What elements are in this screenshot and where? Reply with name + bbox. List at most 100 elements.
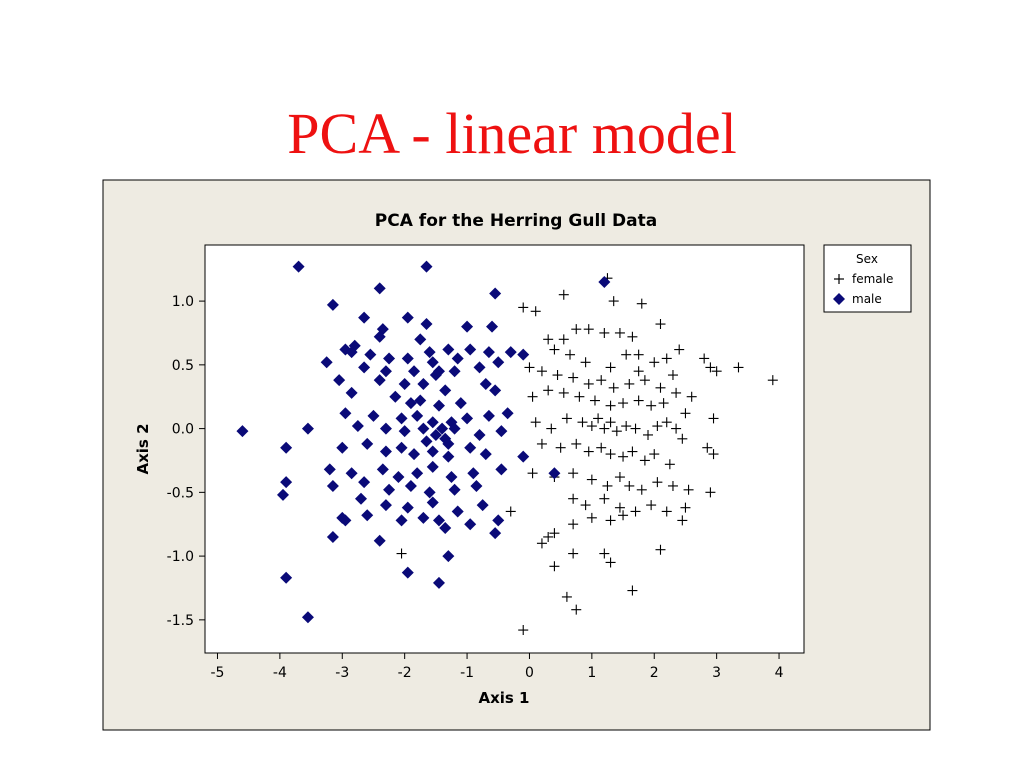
point-male <box>301 611 314 624</box>
point-male <box>358 311 371 324</box>
point-female <box>664 459 675 470</box>
point-female <box>574 391 585 402</box>
point-female <box>586 421 597 432</box>
point-female <box>586 512 597 523</box>
point-male <box>336 511 349 524</box>
point-female <box>568 493 579 504</box>
point-male <box>398 377 411 390</box>
point-female <box>605 417 616 428</box>
point-male <box>379 445 392 458</box>
point-male <box>276 488 289 501</box>
point-female <box>655 544 666 555</box>
point-female <box>527 468 538 479</box>
point-female <box>552 370 563 381</box>
legend-male-marker <box>833 293 845 305</box>
point-male <box>336 441 349 454</box>
y-tick-label: 0.0 <box>172 422 194 438</box>
point-female <box>699 353 710 364</box>
point-male <box>467 467 480 480</box>
point-male <box>358 476 371 489</box>
point-female <box>396 548 407 559</box>
point-male <box>292 260 305 273</box>
point-male <box>395 441 408 454</box>
point-male <box>361 437 374 450</box>
point-male <box>345 467 358 480</box>
point-male <box>373 282 386 295</box>
x-axis: -5 -4 -3 -2 -1 0 1 2 3 4 <box>210 653 784 681</box>
point-female <box>624 378 635 389</box>
point-male <box>439 384 452 397</box>
point-female <box>530 417 541 428</box>
point-male <box>473 428 486 441</box>
point-female <box>580 357 591 368</box>
point-female <box>561 591 572 602</box>
point-female <box>543 334 554 345</box>
point-male <box>598 275 611 288</box>
point-female <box>633 395 644 406</box>
point-female <box>527 391 538 402</box>
point-male <box>426 356 439 369</box>
chart-title: PCA for the Herring Gull Data <box>375 211 657 231</box>
point-male <box>451 352 464 365</box>
point-female <box>667 370 678 381</box>
point-female <box>530 306 541 317</box>
point-female <box>568 548 579 559</box>
point-male <box>379 499 392 512</box>
point-male <box>426 445 439 458</box>
point-female <box>571 324 582 335</box>
point-female <box>599 548 610 559</box>
point-female <box>649 357 660 368</box>
point-male <box>414 333 427 346</box>
point-female <box>518 302 529 313</box>
point-male <box>548 467 561 480</box>
point-male <box>486 320 499 333</box>
point-female <box>652 421 663 432</box>
point-male <box>414 394 427 407</box>
point-female <box>549 561 560 572</box>
x-tick-label: 3 <box>712 665 721 681</box>
point-male <box>345 386 358 399</box>
point-female <box>561 413 572 424</box>
point-male <box>448 365 461 378</box>
point-male <box>432 399 445 412</box>
point-female <box>546 423 557 434</box>
point-female <box>686 391 697 402</box>
legend: Sex female male <box>823 244 912 313</box>
point-female <box>655 319 666 330</box>
point-female <box>605 449 616 460</box>
point-male <box>442 450 455 463</box>
point-male <box>517 450 530 463</box>
point-female <box>661 353 672 364</box>
point-male <box>383 352 396 365</box>
point-female <box>680 408 691 419</box>
point-female <box>671 387 682 398</box>
point-female <box>549 344 560 355</box>
point-female <box>596 375 607 386</box>
point-female <box>618 451 629 462</box>
point-male <box>379 365 392 378</box>
point-male <box>411 409 424 422</box>
point-female <box>543 531 554 542</box>
legend-label-male: male <box>852 292 882 306</box>
point-female <box>767 375 778 386</box>
point-female <box>652 477 663 488</box>
point-male <box>423 346 436 359</box>
point-male <box>401 566 414 579</box>
point-female <box>571 604 582 615</box>
point-female <box>618 398 629 409</box>
point-male <box>417 511 430 524</box>
point-male <box>495 463 508 476</box>
point-male <box>495 425 508 438</box>
point-male <box>280 476 293 489</box>
point-male <box>280 441 293 454</box>
data-marks <box>236 260 778 636</box>
point-female <box>708 449 719 460</box>
point-male <box>326 298 339 311</box>
point-male <box>479 377 492 390</box>
point-male <box>439 522 452 535</box>
point-female <box>630 423 641 434</box>
point-male <box>326 530 339 543</box>
point-male <box>482 346 495 359</box>
point-male <box>417 422 430 435</box>
point-male <box>379 422 392 435</box>
